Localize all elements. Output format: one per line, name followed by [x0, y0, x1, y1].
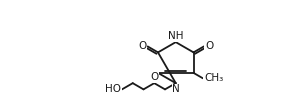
Text: O: O	[150, 72, 158, 82]
Text: O: O	[138, 41, 147, 51]
Text: CH₃: CH₃	[204, 73, 223, 83]
Text: N: N	[172, 84, 180, 94]
Text: NH: NH	[168, 31, 184, 41]
Text: O: O	[205, 41, 213, 51]
Text: HO: HO	[105, 84, 121, 94]
